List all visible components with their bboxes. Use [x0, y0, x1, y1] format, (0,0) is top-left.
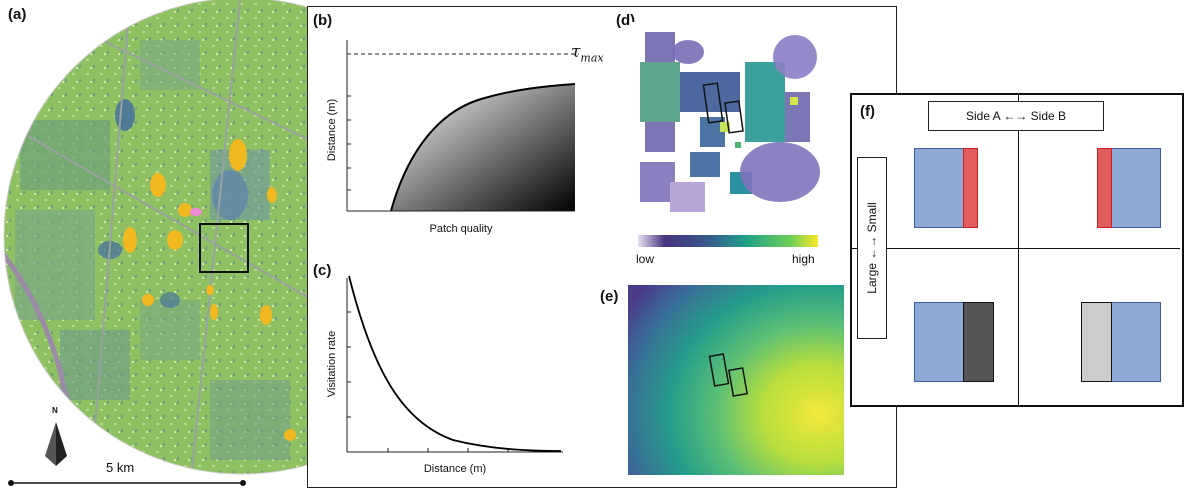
e-patch-left [708, 353, 730, 387]
e-patch-right [727, 367, 749, 397]
f-edge-br [1081, 302, 1112, 382]
panel-f-vdivider [1018, 93, 1019, 405]
landscape-map [3, 0, 330, 475]
size-axis-box: Large ←→ Small [857, 157, 887, 339]
side-axis-label: Side A ←→ Side B [928, 101, 1104, 131]
size-axis-label: Large ←→ Small [865, 202, 879, 294]
panel-d-map [630, 22, 830, 222]
panel-f-hdivider [852, 248, 1180, 249]
c-ylabel: Visitation rate [326, 331, 338, 397]
colorbar [638, 235, 818, 247]
quality-area [391, 84, 575, 211]
panel-b-label: (b) [313, 12, 333, 29]
f-edge-tl [963, 148, 978, 228]
scale-label: 5 km [106, 460, 135, 475]
north-label: N [52, 406, 58, 415]
b-ylabel: Distance (m) [326, 99, 338, 161]
north-arrow-icon [45, 422, 67, 466]
colorbar-low-label: low [636, 252, 655, 266]
panel-c-label: (c) [313, 262, 332, 279]
panel-e-label: (e) [600, 288, 619, 305]
panel-a-label: (a) [8, 6, 27, 23]
f-edge-bl [963, 302, 994, 382]
decay-curve [348, 275, 562, 452]
b-xlabel: Patch quality [430, 223, 493, 235]
panel-f-label: (f) [860, 103, 875, 120]
colorbar-high-label: high [792, 252, 815, 266]
panel-b-chart: Patch quality Distance (m) [326, 40, 579, 235]
f-edge-tr [1097, 148, 1112, 228]
panel-c-chart: Distance (m) Visitation rate [326, 275, 563, 475]
quality-curve [390, 83, 576, 212]
c-xlabel: Distance (m) [424, 463, 486, 475]
scale-bar [8, 480, 246, 486]
tau-max-label: τmax [571, 42, 604, 65]
study-area-box [199, 223, 249, 273]
panel-e-map [628, 285, 844, 475]
d-patch-left [702, 82, 724, 124]
d-patch-right [724, 100, 744, 134]
